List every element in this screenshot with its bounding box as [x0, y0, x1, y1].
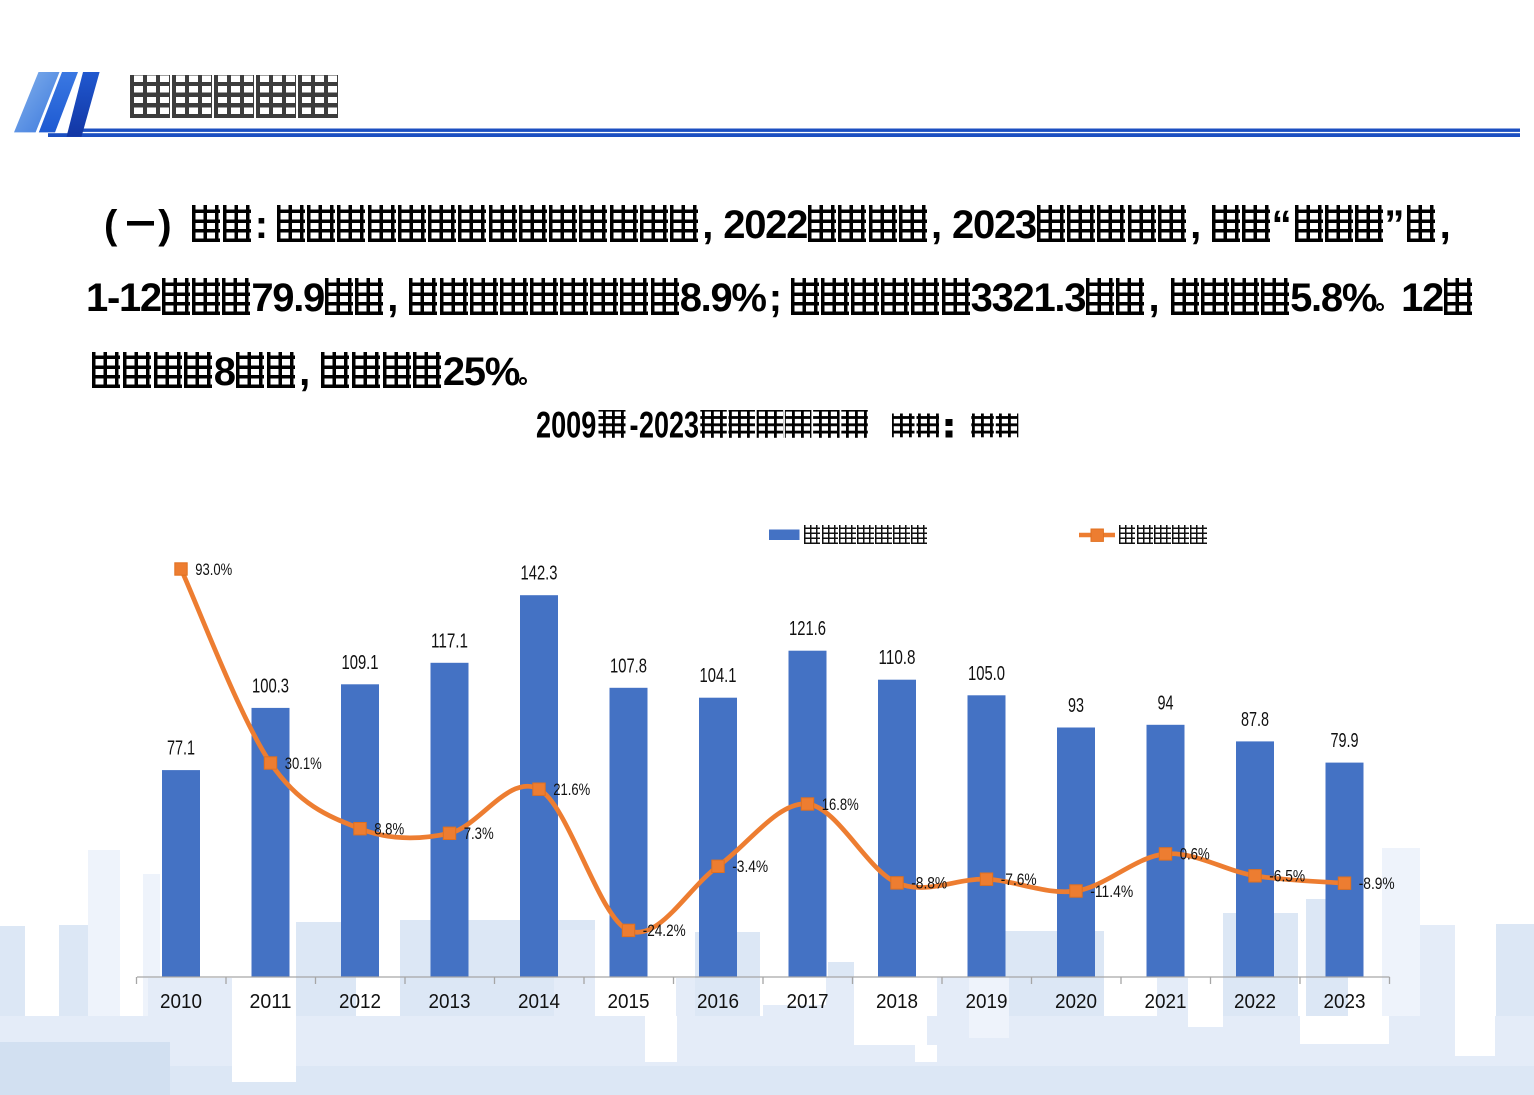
svg-text:2019: 2019 — [966, 990, 1008, 1013]
svg-text:87.8: 87.8 — [1241, 708, 1269, 731]
svg-text:2009: 2009 — [536, 403, 596, 445]
svg-text:104.1: 104.1 — [700, 664, 737, 687]
svg-text:107.8: 107.8 — [610, 654, 647, 677]
svg-text:16.8%: 16.8% — [822, 796, 859, 814]
svg-text:-: - — [630, 403, 639, 445]
svg-text:79.9: 79.9 — [1331, 729, 1359, 752]
svg-text:21.6%: 21.6% — [553, 781, 590, 799]
svg-text:30.1%: 30.1% — [285, 755, 322, 773]
svg-text:-6.5%: -6.5% — [1269, 868, 1305, 886]
svg-text:-11.4%: -11.4% — [1090, 883, 1133, 901]
svg-text:2014: 2014 — [518, 990, 560, 1013]
svg-text:109.1: 109.1 — [342, 651, 379, 674]
svg-text:121.6: 121.6 — [789, 617, 826, 640]
svg-text:2011: 2011 — [250, 990, 292, 1013]
svg-text:2016: 2016 — [697, 990, 739, 1013]
svg-text:-7.6%: -7.6% — [1001, 871, 1037, 889]
svg-text:7.3%: 7.3% — [464, 825, 494, 843]
svg-text:2022: 2022 — [1234, 990, 1276, 1013]
svg-text:-24.2%: -24.2% — [643, 922, 686, 940]
svg-text:2018: 2018 — [876, 990, 918, 1013]
svg-text:110.8: 110.8 — [879, 646, 916, 669]
svg-text:93.0%: 93.0% — [195, 561, 232, 579]
svg-text:0.6%: 0.6% — [1180, 846, 1210, 864]
svg-text:2023: 2023 — [639, 403, 699, 445]
svg-text:94: 94 — [1158, 691, 1174, 714]
svg-text:-8.9%: -8.9% — [1359, 875, 1395, 893]
svg-text:2012: 2012 — [339, 990, 381, 1013]
svg-text:105.0: 105.0 — [968, 662, 1005, 685]
svg-text:93: 93 — [1068, 694, 1084, 717]
svg-text:77.1: 77.1 — [167, 737, 195, 760]
svg-text:-3.4%: -3.4% — [732, 858, 768, 876]
svg-text:142.3: 142.3 — [521, 562, 558, 585]
svg-text:2015: 2015 — [608, 990, 650, 1013]
svg-text:2021: 2021 — [1145, 990, 1187, 1013]
svg-text:2010: 2010 — [160, 990, 202, 1013]
svg-text:2013: 2013 — [429, 990, 471, 1013]
svg-text:2020: 2020 — [1055, 990, 1097, 1013]
svg-text:117.1: 117.1 — [431, 629, 468, 652]
svg-text:2017: 2017 — [787, 990, 829, 1013]
svg-text:-8.8%: -8.8% — [911, 875, 947, 893]
svg-text:8.8%: 8.8% — [374, 821, 404, 839]
svg-text:100.3: 100.3 — [252, 674, 289, 697]
svg-text:2023: 2023 — [1324, 990, 1366, 1013]
